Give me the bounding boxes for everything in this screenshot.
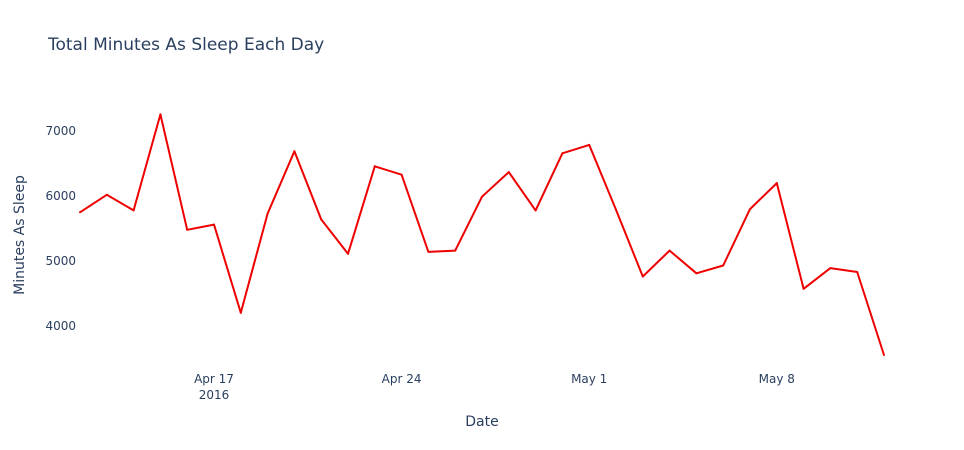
- data-point: [507, 171, 510, 174]
- series-line: [79, 113, 885, 356]
- data-point: [239, 311, 242, 314]
- data-point: [400, 173, 403, 176]
- x-tick-label: Apr 17: [194, 372, 234, 386]
- x-axis-ticks: Apr 17 2016 Apr 24 May 1 May 8: [194, 372, 795, 402]
- y-tick-label: 5000: [45, 254, 76, 268]
- x-axis-title: Date: [465, 414, 498, 430]
- data-point: [722, 264, 725, 267]
- y-tick-label: 7000: [45, 124, 76, 138]
- data-point: [427, 250, 430, 253]
- data-point: [186, 228, 189, 231]
- data-point: [588, 143, 591, 146]
- data-point: [615, 208, 617, 211]
- data-point: [668, 249, 671, 252]
- data-point: [79, 211, 81, 214]
- data-point: [373, 165, 376, 168]
- data-point: [883, 354, 885, 356]
- x-tick-label: May 8: [759, 372, 795, 386]
- data-point: [695, 272, 698, 275]
- x-tick-year-label: 2016: [199, 388, 230, 402]
- data-point: [347, 252, 349, 255]
- data-point: [132, 209, 135, 212]
- data-point: [829, 267, 832, 270]
- data-point: [641, 275, 644, 278]
- x-tick-label: May 1: [571, 372, 607, 386]
- y-tick-label: 6000: [45, 189, 76, 203]
- data-point: [293, 150, 296, 153]
- data-point: [802, 287, 805, 290]
- y-axis-ticks: 4000 5000 6000 7000: [45, 124, 76, 333]
- data-point: [105, 193, 108, 196]
- y-axis-title: Minutes As Sleep: [12, 175, 28, 295]
- data-point: [856, 271, 859, 273]
- data-point: [454, 249, 457, 252]
- data-point: [561, 152, 564, 155]
- data-point: [775, 182, 778, 185]
- data-point: [320, 218, 323, 221]
- data-point: [266, 212, 269, 215]
- data-point: [534, 209, 537, 212]
- data-point: [481, 195, 483, 198]
- data-point: [159, 113, 162, 116]
- series-layer: [79, 113, 885, 356]
- data-point: [213, 223, 215, 226]
- y-tick-label: 4000: [45, 319, 76, 333]
- data-point: [749, 208, 751, 211]
- chart-title: Total Minutes As Sleep Each Day: [47, 35, 324, 55]
- x-tick-label: Apr 24: [382, 372, 422, 386]
